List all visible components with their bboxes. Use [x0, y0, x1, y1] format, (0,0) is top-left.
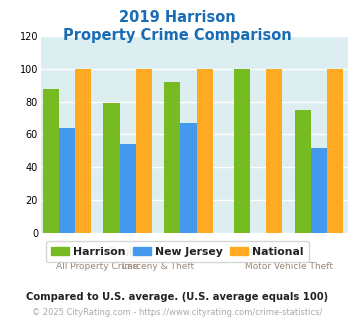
Bar	[180, 123, 197, 233]
Bar	[59, 128, 75, 233]
Bar	[120, 144, 136, 233]
Text: Arson: Arson	[245, 248, 271, 256]
Text: Larceny & Theft: Larceny & Theft	[122, 262, 194, 271]
Text: Compared to U.S. average. (U.S. average equals 100): Compared to U.S. average. (U.S. average …	[26, 292, 329, 302]
Text: © 2025 CityRating.com - https://www.cityrating.com/crime-statistics/: © 2025 CityRating.com - https://www.city…	[32, 308, 323, 317]
Text: Burglary: Burglary	[109, 248, 147, 256]
Bar	[136, 69, 152, 233]
Bar	[266, 69, 283, 233]
Legend: Harrison, New Jersey, National: Harrison, New Jersey, National	[46, 241, 309, 262]
Bar	[311, 148, 327, 233]
Bar	[103, 103, 120, 233]
Text: Motor Vehicle Theft: Motor Vehicle Theft	[245, 262, 333, 271]
Bar	[234, 69, 250, 233]
Text: All Property Crime: All Property Crime	[56, 262, 138, 271]
Bar	[327, 69, 343, 233]
Bar	[295, 110, 311, 233]
Bar	[164, 82, 180, 233]
Text: Property Crime Comparison: Property Crime Comparison	[63, 28, 292, 43]
Bar	[75, 69, 91, 233]
Bar	[43, 89, 59, 233]
Text: 2019 Harrison: 2019 Harrison	[119, 10, 236, 25]
Bar	[197, 69, 213, 233]
